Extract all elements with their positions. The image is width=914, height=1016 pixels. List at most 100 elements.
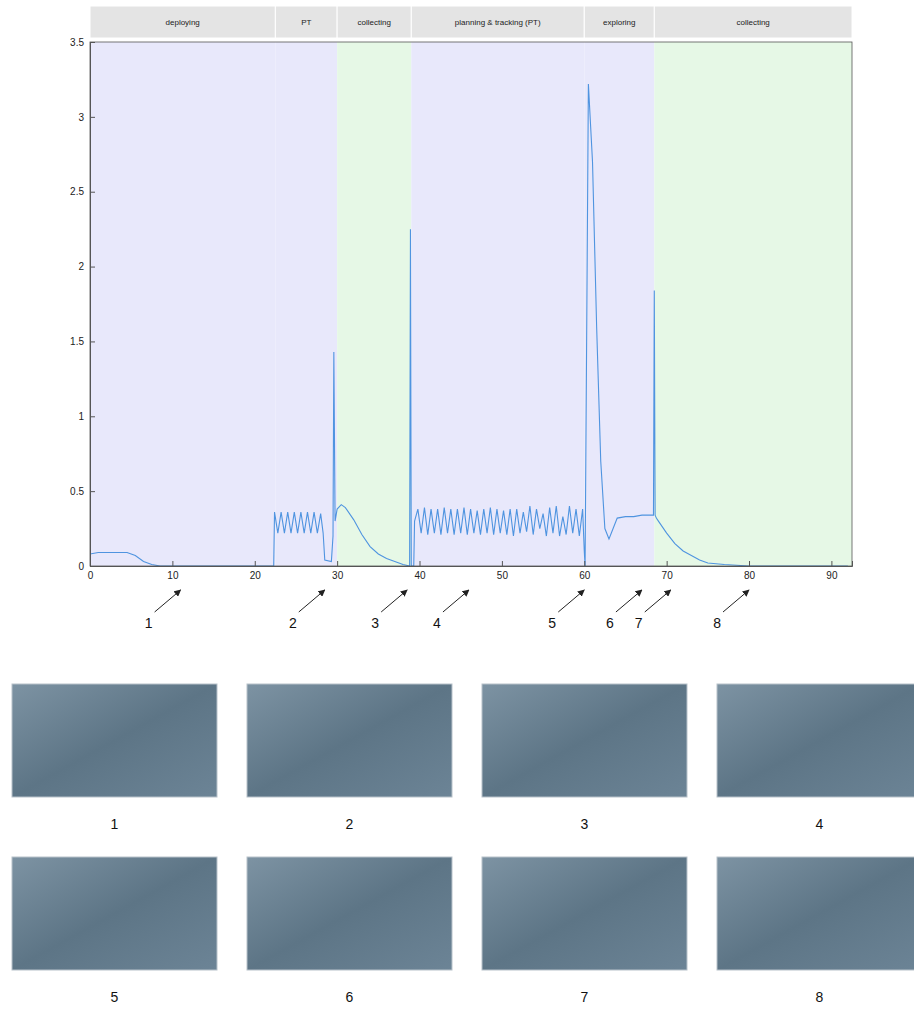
thumbnail — [717, 857, 914, 970]
annotation-label: 8 — [713, 615, 721, 631]
annotation-arrow — [645, 590, 671, 612]
phase-label: deploying — [166, 18, 200, 27]
annotation-label: 4 — [433, 615, 441, 631]
y-axis: 0 0.5 1 1.5 2 2.5 3 3.5 — [70, 37, 95, 572]
tick-mark — [90, 117, 95, 118]
thumbnail-caption: 6 — [346, 989, 354, 1005]
phase-header: deploying PT collecting planning & tracking… — [90, 6, 852, 38]
tick-mark — [420, 561, 421, 566]
annotation-arrow — [443, 590, 469, 612]
tick-mark — [90, 566, 95, 567]
tick-mark — [667, 561, 668, 566]
annotation-label: 7 — [635, 615, 643, 631]
phase-band — [584, 42, 654, 566]
axis-line — [91, 561, 853, 567]
tick-label: 1.5 — [70, 336, 84, 347]
thumbnail — [247, 684, 452, 797]
tick: 70 — [662, 561, 674, 581]
annotation-label: 2 — [289, 615, 297, 631]
phase-header-cell — [584, 6, 654, 38]
tick-mark — [172, 561, 173, 566]
phase-label: PT — [301, 18, 311, 27]
phase-label: collecting — [358, 18, 391, 27]
tick: 1.5 — [70, 336, 95, 347]
x-axis: 0102030405060708090 — [88, 561, 853, 581]
phase-band — [90, 42, 275, 566]
tick-label: 20 — [250, 570, 262, 581]
tick-mark — [831, 561, 832, 566]
phase-band — [411, 42, 584, 566]
thumbnail-caption: 3 — [581, 816, 589, 832]
tick-label: 2 — [78, 261, 84, 272]
thumbnail — [717, 684, 914, 797]
annotations: 12345678 — [145, 590, 749, 631]
phase-header-cell — [337, 6, 411, 38]
tick-label: 60 — [579, 570, 591, 581]
tick: 20 — [250, 561, 262, 581]
annotation-label: 5 — [548, 615, 556, 631]
phase-label: planning & tracking (PT) — [455, 18, 541, 27]
thumbnail — [12, 857, 217, 970]
annotation-arrow — [723, 590, 749, 612]
tick: 3.5 — [70, 37, 95, 48]
tick-mark — [90, 267, 95, 268]
tick-mark — [90, 192, 95, 193]
tick-label: 80 — [744, 570, 756, 581]
tick: 0.5 — [70, 486, 95, 497]
phase-header-cell — [90, 6, 275, 38]
tick-label: 3 — [78, 112, 84, 123]
thumbnail-caption: 4 — [816, 816, 824, 832]
tick-mark — [337, 561, 338, 566]
tick-label: 90 — [826, 570, 838, 581]
thumbnail — [247, 857, 452, 970]
thumbnail-caption: 7 — [581, 989, 589, 1005]
axis-line — [91, 43, 96, 567]
tick: 50 — [497, 561, 509, 581]
phase-band — [654, 42, 852, 566]
tick: 2.5 — [70, 186, 95, 197]
thumbnails: 12345678 — [12, 684, 914, 1005]
tick-label: 10 — [167, 570, 179, 581]
tick-label: 0 — [78, 561, 84, 572]
tick-label: 30 — [332, 570, 344, 581]
tick-label: 3.5 — [70, 37, 84, 48]
tick: 3 — [78, 112, 95, 123]
tick-mark — [90, 42, 95, 43]
phase-label: collecting — [736, 18, 769, 27]
annotation-label: 1 — [145, 615, 153, 631]
phase-header-cell — [275, 6, 337, 38]
signal-line — [90, 84, 848, 566]
thumbnail-caption: 2 — [346, 816, 354, 832]
annotation-label: 6 — [606, 615, 614, 631]
tick: 80 — [744, 561, 756, 581]
tick: 2 — [78, 261, 95, 272]
thumbnail — [482, 684, 687, 797]
tick: 10 — [167, 561, 179, 581]
tick-label: 2.5 — [70, 186, 84, 197]
phase-band — [337, 42, 411, 566]
thumbnail-caption: 8 — [816, 989, 824, 1005]
tick-mark — [584, 561, 585, 566]
phase-header-cell — [411, 6, 584, 38]
phase-band — [275, 42, 337, 566]
thumbnail — [12, 684, 217, 797]
plot-area — [90, 42, 852, 566]
thumbnail-caption: 1 — [111, 816, 119, 832]
tick-mark — [502, 561, 503, 566]
phase-label: exploring — [603, 18, 635, 27]
annotation-arrow — [558, 590, 584, 612]
tick-mark — [90, 341, 95, 342]
tick: 90 — [826, 561, 838, 581]
annotation-arrow — [155, 590, 181, 612]
annotation-arrow — [616, 590, 642, 612]
annotation-arrow — [381, 590, 407, 612]
tick-label: 0.5 — [70, 486, 84, 497]
figure: deploying PT collecting planning & tracking… — [0, 0, 914, 1016]
tick-mark — [749, 561, 750, 566]
tick: 1 — [78, 411, 95, 422]
thumbnail — [482, 857, 687, 970]
tick-mark — [90, 491, 95, 492]
tick-label: 0 — [88, 570, 94, 581]
plot-frame — [90, 42, 852, 566]
tick: 60 — [579, 561, 591, 581]
